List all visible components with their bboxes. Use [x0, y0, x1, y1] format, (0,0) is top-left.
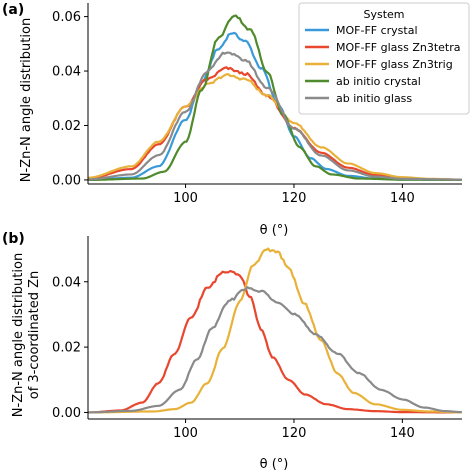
ylabel-b-line2: of 3-coordinated Zn [27, 271, 42, 400]
series-line-mof-ff-glass-zn3trig [88, 247, 462, 414]
series-layer-a [87, 14, 462, 182]
panel-label-b: (b) [2, 231, 25, 247]
panel-b: (b) N-Zn-N angle distribution of 3-coord… [2, 231, 462, 472]
x-tick-label-a: 100 [173, 191, 198, 206]
legend-box [298, 2, 470, 115]
y-tick-label-a: 0.06 [52, 10, 81, 25]
y-tick-label-a: 0.04 [52, 65, 81, 80]
legend-entry-label: MOF-FF glass Zn3trig [336, 58, 453, 71]
series-layer-b [87, 247, 462, 414]
x-tick-label-b: 120 [282, 426, 307, 441]
panel-label-a: (a) [2, 2, 24, 18]
series-line-ab-initio-glass [87, 51, 462, 181]
legend-title: System [363, 8, 404, 21]
axes-layer-a [87, 3, 462, 185]
y-tick-label-b: 0.02 [52, 341, 81, 356]
y-tick-label-b: 0.00 [52, 406, 81, 421]
series-line-ab-initio-glass [88, 286, 462, 414]
y-tick-label-a: 0.02 [52, 119, 81, 134]
legend-entries: MOF-FF crystal MOF-FF glass Zn3tetra MOF-F… [305, 24, 461, 105]
xlabel-a: θ (°) [260, 223, 289, 238]
legend-entry-label: ab initio glass [336, 92, 412, 105]
legend-entry-label: ab initio crystal [336, 75, 421, 88]
x-tick-label-b: 100 [173, 426, 198, 441]
xlabel-b: θ (°) [260, 457, 289, 472]
series-line-mof-ff-glass-zn3tetra [87, 269, 462, 414]
ylabel-b-line1: N-Zn-N angle distribution [11, 253, 26, 417]
x-tick-label-b: 140 [390, 426, 415, 441]
y-tick-label-b: 0.04 [52, 275, 81, 290]
ticks-layer-b: 100 120 140 0.00 0.02 0.04 [52, 275, 415, 441]
ylabel-a: N-Zn-N angle distribution [19, 18, 34, 182]
series-line-mof-ff-glass-zn3trig [87, 73, 462, 181]
axes-layer-b [87, 236, 462, 420]
x-tick-label-a: 120 [282, 191, 307, 206]
legend: System MOF-FF crystal MOF-FF glass Zn3tet… [298, 2, 470, 115]
y-tick-label-a: 0.00 [52, 173, 81, 188]
legend-entry-label: MOF-FF glass Zn3tetra [336, 41, 461, 54]
panel-a: (a) N-Zn-N angle distribution 100 120 140 0… [2, 2, 470, 238]
legend-entry-label: MOF-FF crystal [336, 24, 418, 37]
x-tick-label-a: 140 [390, 191, 415, 206]
ticks-layer-a: 100 120 140 0.00 0.02 0.04 0.06 [52, 10, 415, 206]
